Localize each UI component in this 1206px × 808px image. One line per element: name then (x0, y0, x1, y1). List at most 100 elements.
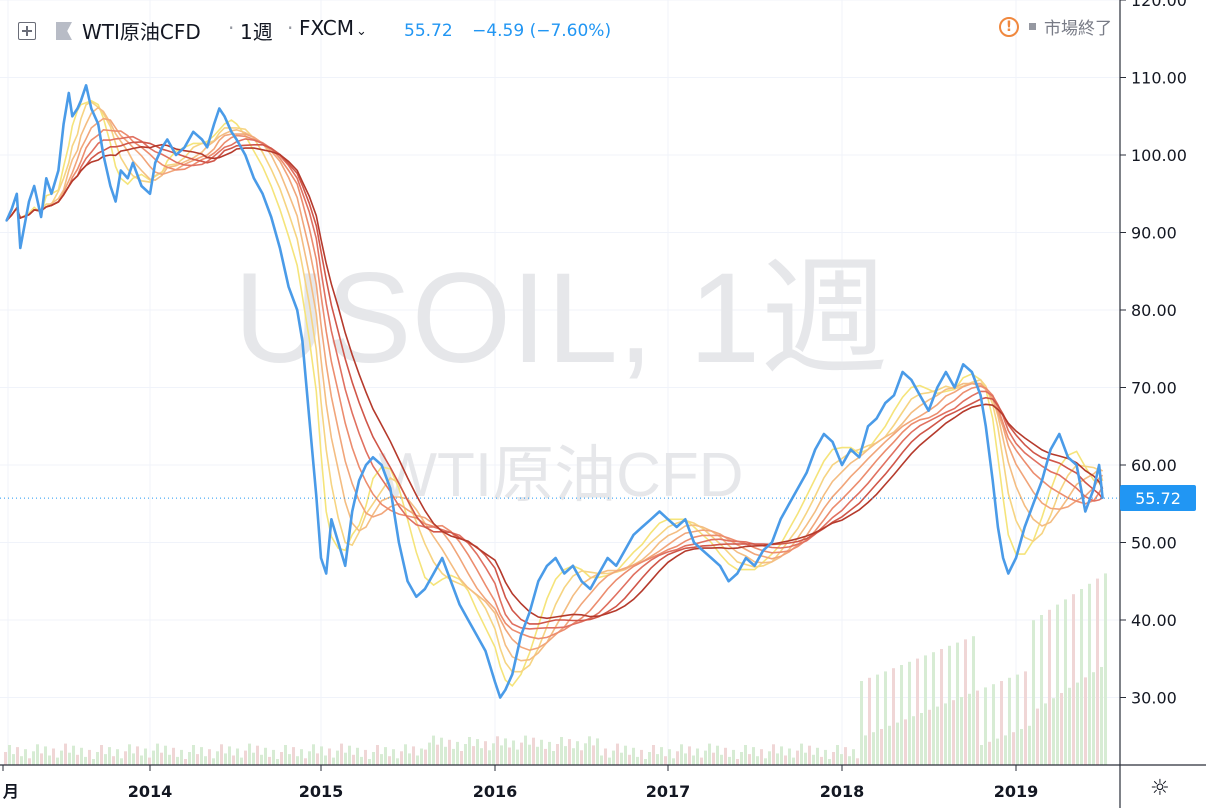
volume-bar (140, 755, 143, 765)
volume-bar (880, 729, 883, 765)
volume-bar (1008, 677, 1011, 765)
x-tick-label: 2019 (994, 782, 1039, 801)
data-point (945, 371, 947, 373)
volume-bar (84, 756, 87, 765)
volume-bar (1084, 677, 1087, 765)
volume-bar (692, 755, 695, 765)
volume-bar (100, 745, 103, 765)
volume-bar (648, 752, 651, 765)
volume-bar (436, 744, 439, 765)
data-point (90, 107, 93, 110)
volume-bar (536, 746, 539, 765)
volume-bar (520, 742, 523, 765)
volume-bar (1052, 698, 1055, 765)
gear-icon[interactable]: ☼ (1150, 776, 1170, 801)
data-point (279, 247, 281, 249)
volume-bar (812, 754, 815, 765)
data-point (667, 518, 669, 521)
volume-bar (1068, 687, 1071, 765)
data-point (1067, 456, 1069, 459)
data-point (745, 557, 747, 559)
volume-bar (968, 693, 971, 765)
expand-icon[interactable] (18, 22, 36, 40)
data-point (788, 502, 791, 505)
data-point (546, 564, 548, 567)
data-point (1093, 487, 1095, 490)
volume-bar (244, 750, 247, 765)
volume-bar (920, 713, 923, 765)
volume-bar (1080, 589, 1083, 765)
volume-bar (860, 681, 863, 765)
data-point (710, 557, 713, 559)
volume-bar (396, 758, 399, 765)
data-point (849, 448, 852, 451)
data-point (814, 448, 817, 451)
data-point (389, 487, 392, 490)
data-point (641, 526, 644, 528)
data-point (719, 564, 721, 567)
symbol-title[interactable]: WTI原油CFD (82, 20, 201, 44)
volume-bar (764, 758, 767, 765)
exchange-selector[interactable]: FXCM ⌄ (299, 16, 367, 40)
volume-bar (752, 747, 755, 765)
x-tick-label: 2017 (646, 782, 691, 801)
data-point (406, 580, 409, 583)
volume-bar (876, 674, 879, 765)
data-point (1098, 464, 1100, 466)
volume-bar (212, 758, 215, 765)
warning-icon[interactable]: ! (999, 16, 1019, 37)
volume-bar (268, 756, 271, 765)
data-point (109, 185, 112, 187)
interval-label[interactable]: 1週 (240, 20, 273, 44)
data-point (337, 541, 340, 544)
data-point (997, 526, 999, 528)
volume-bar (208, 749, 211, 765)
data-point (554, 557, 557, 559)
data-point (1084, 510, 1087, 513)
data-point (230, 130, 233, 133)
data-point (5, 220, 8, 222)
volume-bar (236, 748, 239, 765)
data-point (320, 557, 322, 559)
volume-bar (472, 746, 475, 765)
volume-bar (1092, 672, 1095, 765)
volume-bar (500, 745, 503, 765)
y-tick-label: 100.00 (1131, 146, 1187, 165)
volume-bar (604, 748, 607, 765)
data-point (213, 123, 216, 125)
price-line (5, 84, 1104, 699)
data-point (615, 564, 618, 567)
data-point (910, 378, 913, 381)
volume-bar (516, 749, 519, 765)
volume-bar (316, 753, 319, 765)
volume-bar (640, 749, 643, 765)
volume-bar (832, 752, 835, 765)
data-point (33, 185, 36, 187)
volume-bar (1028, 725, 1031, 765)
volume-bar (332, 757, 335, 765)
time-axis[interactable]: 月 2014 2015 2016 2017 2018 2019 (0, 764, 1206, 801)
volume-bar (32, 751, 35, 765)
volume-bar (728, 756, 731, 765)
data-point (1032, 502, 1035, 505)
volume-bar (588, 736, 591, 765)
data-point (85, 84, 87, 87)
current-price-tag: 55.72 (1120, 485, 1196, 512)
volume-bar (160, 752, 163, 765)
market-status[interactable]: ! 市場終了 (999, 14, 1112, 39)
y-tick-label: 120.00 (1131, 0, 1187, 10)
volume-bar (592, 745, 595, 765)
ma-ribbon (5, 99, 1104, 688)
volume-bar (660, 747, 663, 765)
data-point (624, 549, 626, 552)
volume-bar (992, 684, 995, 765)
volume-bar (816, 747, 819, 765)
volume-bar (628, 754, 631, 765)
volume-bar (460, 751, 463, 765)
price-axis[interactable]: 120.00 110.00 100.00 90.00 80.00 70.00 60.00 50… (1119, 0, 1187, 808)
volume-bar (612, 750, 615, 765)
data-point (71, 115, 74, 118)
data-point (50, 192, 53, 195)
data-point (40, 216, 42, 218)
